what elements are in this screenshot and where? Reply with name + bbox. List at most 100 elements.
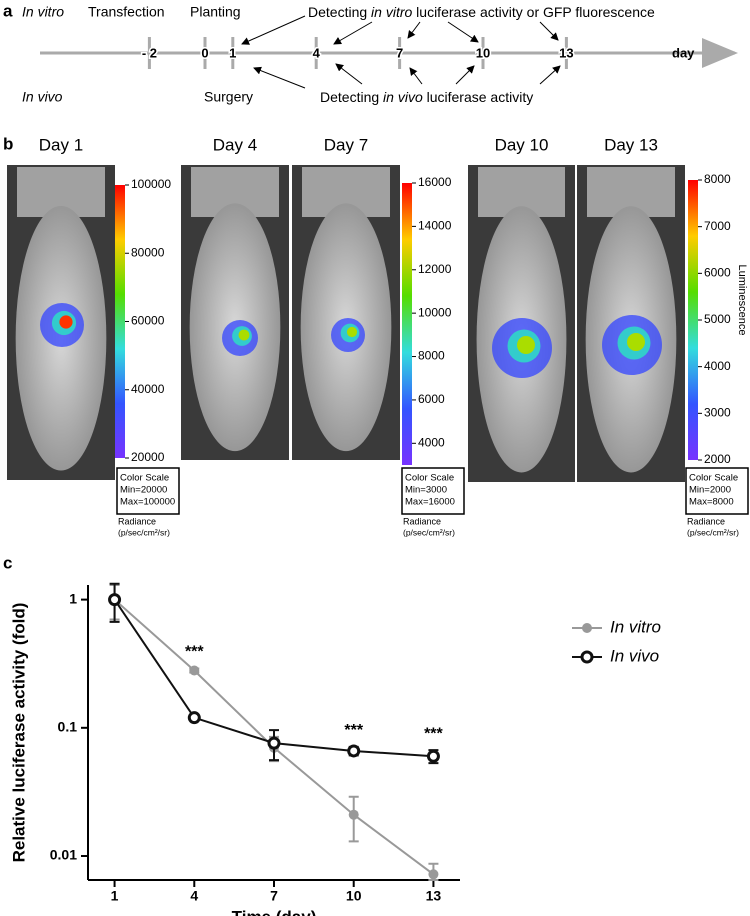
y-axis-label: Relative luciferase activity (fold) bbox=[9, 603, 28, 863]
colorbar-label: 5000 bbox=[704, 312, 731, 326]
colorbar-label: 6000 bbox=[704, 266, 731, 280]
day-label: Day 7 bbox=[324, 135, 368, 154]
text-part: luciferase activity or GFP fluorescence bbox=[412, 4, 655, 20]
legend-marker bbox=[582, 623, 592, 633]
text-part: in vitro bbox=[371, 4, 412, 20]
scale-text: Min=2000 bbox=[689, 485, 731, 496]
radiance-unit: (p/sec/cm²/sr) bbox=[118, 527, 170, 537]
legend-label: In vitro bbox=[610, 617, 661, 636]
significance: *** bbox=[424, 725, 443, 742]
timeline-label: 1 bbox=[229, 45, 236, 60]
scale-text: Max=16000 bbox=[405, 497, 455, 508]
y-tick-label: 1 bbox=[69, 590, 77, 606]
x-tick-label: 4 bbox=[190, 888, 198, 904]
colorbar-label: 16000 bbox=[418, 175, 452, 189]
colorbar bbox=[115, 185, 125, 458]
timeline-label: - 2 bbox=[142, 45, 157, 60]
timeline-label: 13 bbox=[559, 45, 573, 60]
timeline-label: 10 bbox=[476, 45, 490, 60]
colorbar-label: 7000 bbox=[704, 219, 731, 233]
day-label: Day 13 bbox=[604, 135, 658, 154]
panel-label: b bbox=[3, 134, 13, 153]
colorbar-label: 2000 bbox=[704, 452, 731, 466]
colorbar-label: 3000 bbox=[704, 406, 731, 420]
text-part: Detecting bbox=[308, 4, 371, 20]
colorbar-label: 4000 bbox=[418, 435, 445, 449]
x-axis-label: Time (day) bbox=[232, 907, 317, 916]
row-label: In vitro bbox=[22, 4, 64, 20]
signal-core bbox=[517, 336, 535, 354]
scale-text: Max=8000 bbox=[689, 497, 734, 508]
scale-text: Min=20000 bbox=[120, 485, 167, 496]
panel-label: a bbox=[3, 1, 13, 20]
radiance-unit: (p/sec/cm²/sr) bbox=[687, 527, 739, 537]
radiance-unit: (p/sec/cm²/sr) bbox=[403, 527, 455, 537]
axis-label: day bbox=[672, 45, 695, 60]
data-point bbox=[189, 665, 200, 676]
data-point bbox=[347, 744, 361, 758]
scale-text: Color Scale bbox=[405, 473, 454, 484]
radiance: Radiance bbox=[403, 516, 441, 526]
text-part: Detecting bbox=[320, 89, 383, 105]
colorbar-label: 20000 bbox=[131, 450, 165, 464]
timeline-label: 4 bbox=[313, 45, 321, 60]
significance: *** bbox=[344, 722, 363, 739]
x-tick-label: 7 bbox=[270, 888, 278, 904]
event: Surgery bbox=[204, 89, 253, 105]
day-label: Day 4 bbox=[213, 135, 257, 154]
scale-text: Max=100000 bbox=[120, 497, 175, 508]
significance: *** bbox=[185, 644, 204, 661]
x-tick-label: 10 bbox=[346, 888, 362, 904]
signal-core bbox=[627, 333, 645, 351]
event: Planting bbox=[190, 4, 241, 20]
radiance: Radiance bbox=[118, 516, 156, 526]
colorbar-label: 8000 bbox=[418, 349, 445, 363]
arrows bbox=[241, 15, 561, 89]
day-label: Day 10 bbox=[495, 135, 549, 154]
colorbar-title: Luminescence bbox=[736, 265, 748, 336]
event: Detecting in vivo luciferase activity bbox=[320, 89, 533, 105]
text-part: luciferase activity bbox=[423, 89, 533, 105]
timeline-label: 0 bbox=[201, 45, 208, 60]
colorbar-label: 40000 bbox=[131, 382, 165, 396]
legend-label: In vivo bbox=[610, 646, 659, 665]
signal-core bbox=[59, 315, 73, 329]
data-point bbox=[348, 809, 359, 820]
radiance: Radiance bbox=[687, 516, 725, 526]
colorbar-label: 14000 bbox=[418, 219, 452, 233]
y-tick-label: 0.1 bbox=[58, 719, 78, 735]
colorbar bbox=[402, 183, 412, 465]
colorbar-label: 60000 bbox=[131, 314, 165, 328]
scale-box bbox=[116, 467, 180, 515]
row-label: In vivo bbox=[22, 89, 63, 105]
timeline-label: 7 bbox=[396, 45, 403, 60]
scale-text: Min=3000 bbox=[405, 485, 447, 496]
scale-box bbox=[685, 467, 749, 515]
scale-text: Color Scale bbox=[689, 473, 738, 484]
data-point bbox=[267, 736, 281, 750]
colorbar-label: 8000 bbox=[704, 172, 731, 186]
colorbar-label: 6000 bbox=[418, 392, 445, 406]
data-point bbox=[108, 593, 122, 607]
scale-text: Color Scale bbox=[120, 473, 169, 484]
colorbar-label: 10000 bbox=[418, 305, 452, 319]
signal-core bbox=[346, 326, 358, 338]
colorbar bbox=[688, 180, 698, 460]
signal-core bbox=[238, 329, 250, 341]
y-tick-label: 0.01 bbox=[50, 847, 77, 863]
colorbar-label: 4000 bbox=[704, 359, 731, 373]
colorbar-label: 80000 bbox=[131, 245, 165, 259]
event: Detecting in vitro luciferase activity o… bbox=[308, 4, 655, 20]
day-label: Day 1 bbox=[39, 135, 83, 154]
colorbar-label: 12000 bbox=[418, 262, 452, 276]
data-point bbox=[187, 711, 201, 725]
event: Transfection bbox=[88, 4, 165, 20]
data-point bbox=[426, 749, 440, 763]
text-part: in vivo bbox=[383, 89, 423, 105]
colorbar-label: 100000 bbox=[131, 177, 171, 191]
x-tick-label: 13 bbox=[426, 888, 442, 904]
data-point bbox=[428, 869, 439, 880]
x-tick-label: 1 bbox=[111, 888, 119, 904]
panel-label: c bbox=[3, 553, 12, 572]
